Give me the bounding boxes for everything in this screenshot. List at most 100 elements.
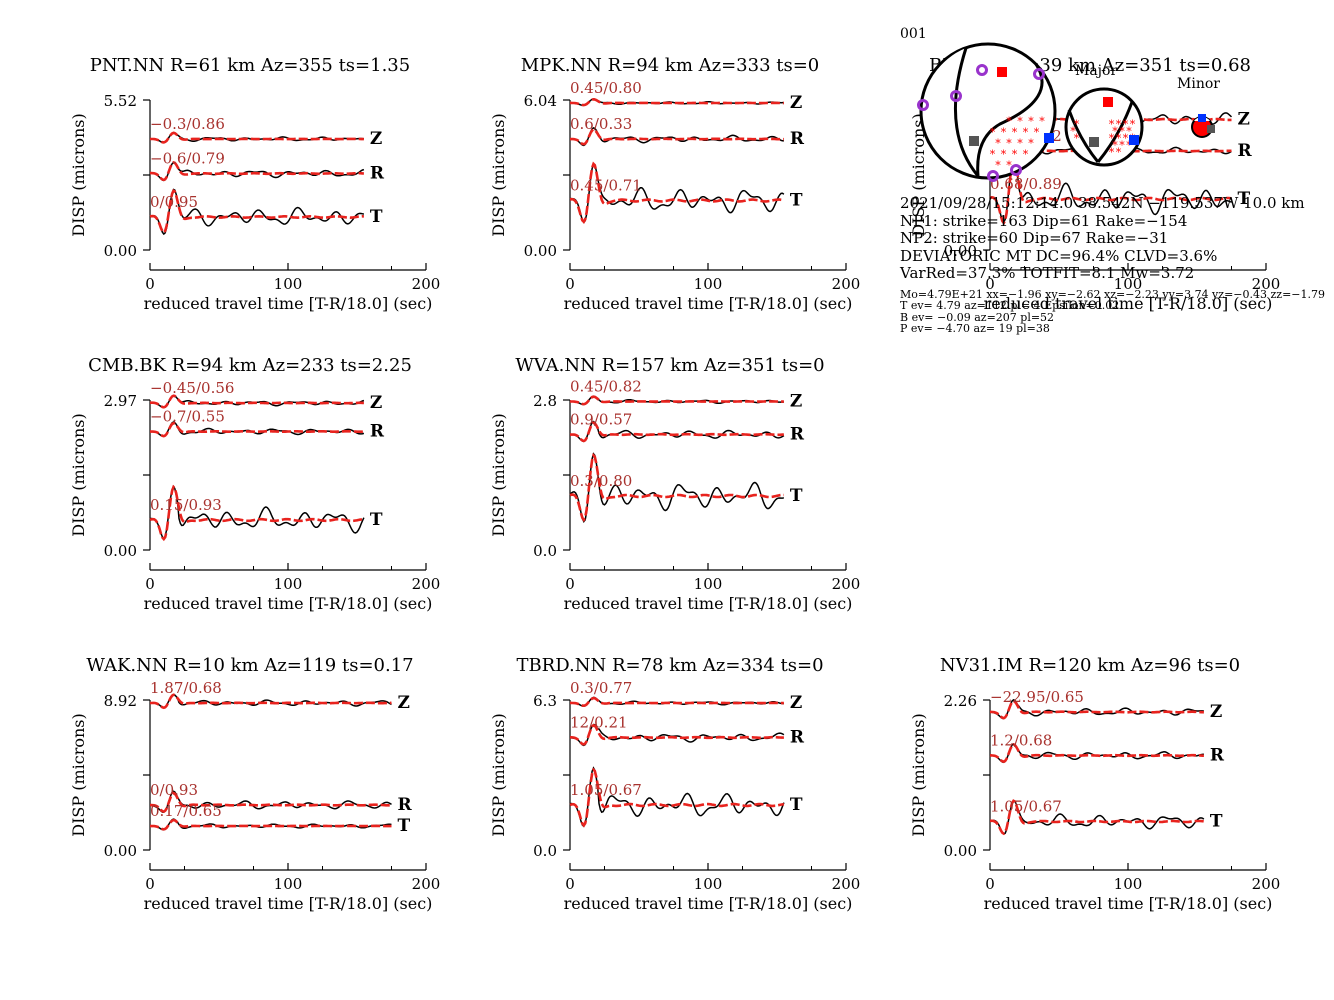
station-panel: WAK.NN R=10 km Az=119 ts=0.17 8.92 0.00 DIS… — [69, 655, 440, 913]
compression-star: * — [1130, 118, 1136, 131]
x-tick-label: 100 — [694, 575, 723, 593]
y-max-label: 6.04 — [524, 92, 557, 110]
fit-ratio-label: 0.45/0.71 — [570, 177, 642, 195]
x-tick-label: 200 — [1252, 275, 1281, 293]
t-eigenvalue-text: T ev= 4.79 az=112 pl= 4 Epsilon=0.02 — [900, 299, 1120, 312]
compression-star: * — [990, 148, 996, 161]
panel-title: TBRD.NN R=78 km Az=334 ts=0 — [516, 655, 823, 676]
nodal-plane-2-text: NP2: strike=60 Dip=67 Rake=−31 — [900, 229, 1169, 247]
station-marker — [976, 64, 988, 76]
y-axis-label: DISP (microns) — [69, 113, 88, 237]
x-tick-label: 100 — [1114, 275, 1143, 293]
panel-title: PNT.NN R=61 km Az=355 ts=1.35 — [90, 55, 410, 76]
compression-star: * — [1001, 126, 1007, 139]
synthetic-trace — [570, 128, 784, 146]
fit-ratio-label: 0.17/0.65 — [150, 802, 222, 820]
x-tick-label: 200 — [832, 275, 861, 293]
compression-star: * — [1112, 125, 1118, 138]
y-axis-label: DISP (microns) — [69, 413, 88, 537]
synthetic-trace — [989, 155, 1232, 226]
component-label: R — [790, 728, 805, 748]
waveform-panels: PNT.NN R=61 km Az=355 ts=1.35 5.52 0.0 0 DIS… — [69, 55, 1280, 913]
compression-star: * — [1123, 118, 1129, 131]
component-label: Z — [370, 393, 382, 413]
component-label: R — [1238, 141, 1253, 161]
major-nodal-plane-2 — [1096, 101, 1134, 163]
fit-ratio-label: 0/0.95 — [150, 193, 198, 211]
compression-star: * — [1126, 139, 1132, 152]
station-panel: NV31.IM R=120 km Az=96 ts=0 2.26 0.00 DISP … — [909, 655, 1280, 913]
t-axis-marker — [997, 67, 1007, 77]
compression-star: * — [1116, 146, 1122, 159]
synthetic-trace — [149, 131, 364, 144]
compression-star: * — [990, 126, 996, 139]
component-label: T — [790, 486, 803, 506]
component-label: Z — [370, 129, 382, 149]
fit-ratio-label: 1.05/0.67 — [990, 798, 1062, 816]
y-axis-label: DISP (microns) — [489, 413, 508, 537]
x-axis-label: reduced travel time [T-R/18.0] (sec) — [144, 294, 433, 313]
y-min-label: 0.0 — [533, 842, 557, 860]
synthetic-trace — [570, 97, 784, 107]
minor-label: Minor — [1177, 76, 1220, 92]
synthetic-trace — [569, 421, 784, 443]
compression-star: * — [995, 159, 1001, 172]
fit-ratio-label: 0/0.93 — [150, 781, 198, 799]
x-tick-label: 0 — [565, 275, 575, 293]
compression-star: * — [1119, 139, 1125, 152]
x-axis-label: reduced travel time [T-R/18.0] (sec) — [984, 294, 1273, 313]
station-panel: MPK.NN R=94 km Az=333 ts=0 6.04 0.00 DISP (… — [489, 55, 860, 313]
station-marker — [1033, 68, 1045, 80]
observed-trace — [149, 818, 392, 831]
compression-star: * — [1028, 137, 1034, 150]
compression-star: * — [1001, 148, 1007, 161]
station-marker — [917, 99, 929, 111]
component-label: Z — [1210, 702, 1222, 722]
x-axis-label: reduced travel time [T-R/18.0] (sec) — [144, 894, 433, 913]
compression-star: * — [995, 137, 1001, 150]
nodal-plane-2 — [976, 63, 1044, 177]
component-label: R — [1210, 746, 1225, 766]
synthetic-trace — [149, 188, 364, 235]
fit-ratio-label: 0.45/0.82 — [570, 378, 642, 396]
x-tick-label: 0 — [985, 275, 995, 293]
component-label: Z — [790, 693, 802, 713]
y-axis-label: DISP (microns) — [69, 713, 88, 837]
synthetic-trace — [149, 693, 392, 710]
y-min-label: 0.0 — [533, 542, 557, 560]
component-label: T — [398, 816, 411, 836]
component-label: R — [370, 422, 385, 442]
compression-star: * — [1028, 115, 1034, 128]
component-label: R — [790, 129, 805, 149]
fit-ratio-label: −0.6/0.79 — [150, 150, 225, 168]
event-index: 001 — [900, 26, 927, 42]
y-axis-label: DISP (microns) — [489, 713, 508, 837]
synthetic-trace — [150, 791, 392, 814]
beachball-minor — [1191, 114, 1215, 138]
nodal-plane-1 — [953, 47, 980, 177]
component-label: T — [1210, 812, 1223, 832]
component-label: T — [1238, 189, 1251, 209]
synthetic-trace — [569, 723, 784, 746]
fit-ratio-label: −0.7/0.55 — [150, 408, 225, 426]
component-label: T — [790, 795, 803, 815]
synthetic-trace — [569, 452, 784, 523]
b-axis-marker — [969, 136, 979, 146]
fit-ratio-label: 0.9/0.57 — [570, 411, 632, 429]
compression-star: * — [1017, 115, 1023, 128]
fit-ratio-label: −0.45/0.56 — [150, 379, 234, 397]
component-label: R — [790, 425, 805, 445]
compression-star: * — [1109, 118, 1115, 131]
fit-ratio-label: 1.05/0.67 — [570, 781, 642, 799]
b-eigenvalue-text: B ev= −0.09 az=207 pl=52 — [900, 310, 1055, 324]
component-label: T — [370, 510, 383, 530]
fit-ratio-label: 1.2/0.68 — [990, 732, 1052, 750]
compression-star: * — [1006, 115, 1012, 128]
compression-star: * — [1034, 126, 1040, 139]
beachball-compression-west — [923, 48, 978, 176]
y-max-label: 5.52 — [104, 92, 137, 110]
station-panel: WVA.NN R=157 km Az=351 ts=0 2.8 0.0 DISP (m… — [489, 355, 860, 613]
x-tick-label: 100 — [274, 275, 303, 293]
panel-title: WVA.NN R=157 km Az=351 ts=0 — [515, 355, 824, 376]
